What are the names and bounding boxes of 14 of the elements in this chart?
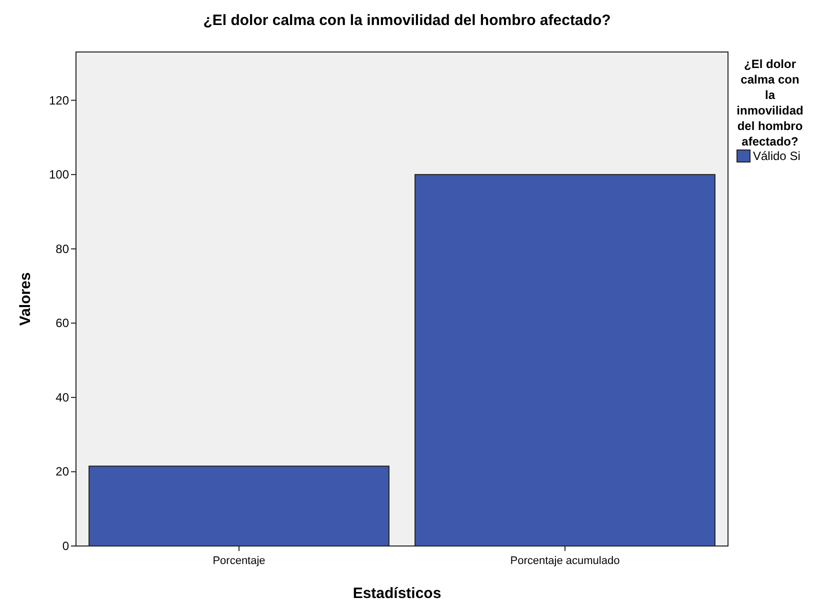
y-tick-label: 0 (62, 539, 70, 553)
y-tick-label: 20 (56, 464, 70, 479)
y-axis-title: Valores (17, 272, 34, 326)
x-tick-label: Porcentaje acumulado (510, 555, 620, 567)
chart-title: ¿El dolor calma con la inmovilidad del hombro afectado? (203, 12, 611, 29)
y-tick-label: 100 (48, 168, 70, 182)
x-axis-title: Estadísticos (352, 585, 442, 602)
legend-label: Válido Si (753, 149, 800, 163)
y-tick-label: 120 (48, 93, 70, 108)
y-tick-label: 40 (56, 390, 70, 404)
y-tick-label: 80 (56, 242, 70, 256)
y-tick-label: 60 (56, 316, 70, 330)
x-tick-label: Porcentaje (212, 555, 266, 567)
legend-title: ¿El dolor calma con la inmovilidad del hombro afectado? (736, 57, 804, 148)
